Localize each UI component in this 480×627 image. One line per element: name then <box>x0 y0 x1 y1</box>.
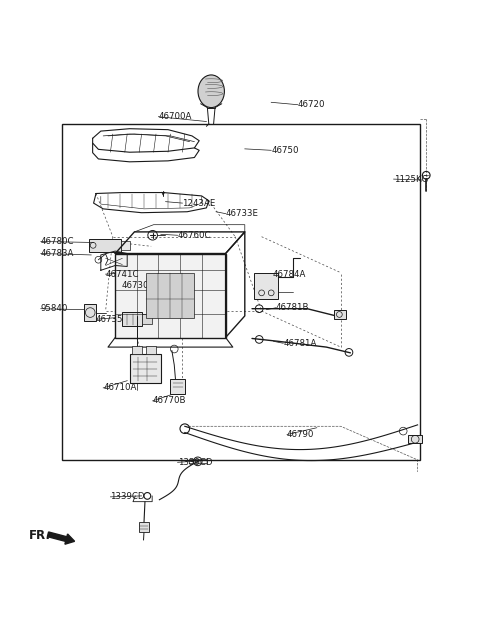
Text: 46735: 46735 <box>96 315 123 324</box>
Text: 46741C: 46741C <box>106 270 139 278</box>
Text: 46780C: 46780C <box>41 237 74 246</box>
Text: 46720: 46720 <box>298 100 325 109</box>
Text: 1125KG: 1125KG <box>394 174 428 184</box>
Bar <box>146 273 194 319</box>
Text: 46781B: 46781B <box>276 303 310 312</box>
Text: 46750: 46750 <box>271 146 299 155</box>
Bar <box>121 241 130 250</box>
Bar <box>62 124 420 460</box>
Text: 46710A: 46710A <box>103 383 137 393</box>
Bar <box>132 345 142 354</box>
Text: 46733E: 46733E <box>226 209 259 218</box>
Text: 46700A: 46700A <box>158 112 192 121</box>
Text: 95840: 95840 <box>41 304 68 314</box>
Text: 46783A: 46783A <box>41 249 74 258</box>
Text: 46781A: 46781A <box>283 339 317 348</box>
Text: 1243AE: 1243AE <box>182 199 216 208</box>
FancyArrow shape <box>48 532 74 544</box>
Text: FR.: FR. <box>29 529 51 542</box>
Bar <box>122 312 142 327</box>
Bar <box>84 304 96 321</box>
Bar <box>130 354 161 383</box>
Text: 46730: 46730 <box>121 281 149 290</box>
Text: 46784A: 46784A <box>273 270 306 278</box>
Bar <box>115 253 226 337</box>
Text: 1339CD: 1339CD <box>110 492 145 502</box>
Bar <box>170 379 185 394</box>
Text: 46760C: 46760C <box>178 231 211 240</box>
Bar <box>142 315 152 324</box>
Bar <box>146 345 156 354</box>
Text: 1339CD: 1339CD <box>178 458 212 466</box>
Text: 46770B: 46770B <box>153 396 186 406</box>
Bar <box>139 522 149 532</box>
Bar <box>408 435 422 443</box>
Bar <box>334 310 346 319</box>
Ellipse shape <box>198 75 224 108</box>
Bar <box>89 239 121 252</box>
Bar <box>254 273 278 299</box>
Text: 46790: 46790 <box>287 430 314 439</box>
